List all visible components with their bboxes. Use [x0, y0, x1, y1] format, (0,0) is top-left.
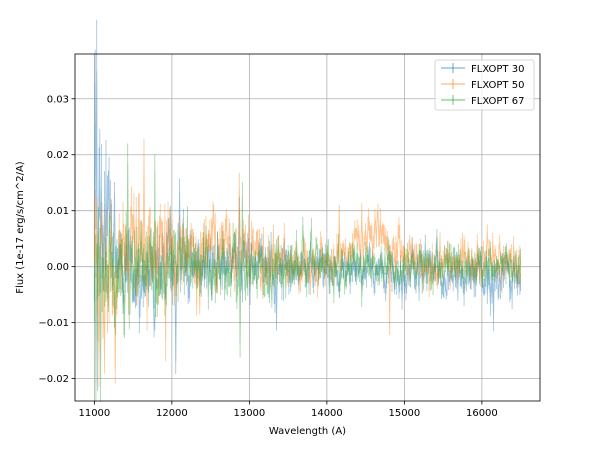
legend-item-1: FLXOPT 30: [441, 63, 524, 75]
x-tick-label: 14000: [311, 408, 343, 419]
x-tick-label: 15000: [388, 408, 420, 419]
errorbars: [93, 19, 522, 391]
y-tick-label: −0.02: [38, 374, 69, 385]
spectrum-line: [93, 70, 522, 362]
y-tick-label: −0.01: [38, 318, 69, 329]
x-tick-label: 13000: [233, 408, 265, 419]
series-layer: [93, 19, 522, 402]
y-tick-label: 0.03: [47, 94, 69, 105]
x-tick-label: 16000: [466, 408, 498, 419]
series-flxopt-30: [93, 19, 522, 391]
y-tick-label: 0.02: [47, 150, 69, 161]
errorbars: [93, 143, 522, 402]
legend-label-flxopt-67: FLXOPT 67: [471, 96, 524, 107]
y-tick-label: 0.00: [47, 262, 69, 273]
series-flxopt-67: [93, 143, 522, 402]
legend-item-2: FLXOPT 50: [441, 79, 524, 91]
series-flxopt-50: [93, 138, 522, 387]
ticks: 11000 12000 13000 14000 15000 16000 −0.02 −0.01…: [38, 94, 497, 419]
spectrum-line: [93, 163, 522, 385]
plot-frame: [74, 53, 541, 402]
y-axis-label: Flux (1e-17 erg/s/cm^2/A): [15, 161, 26, 293]
legend-item-3: FLXOPT 67: [441, 95, 524, 107]
x-axis-label: Wavelength (A): [269, 426, 346, 437]
y-tick-label: 0.01: [47, 206, 69, 217]
errorbars: [93, 138, 522, 387]
legend-label-flxopt-50: FLXOPT 50: [471, 80, 524, 91]
legend: FLXOPT 30 FLXOPT 50 FLXOPT 67: [434, 59, 535, 111]
spectrum-line: [93, 154, 522, 371]
legend-label-flxopt-30: FLXOPT 30: [471, 64, 524, 75]
x-tick-label: 11000: [78, 408, 110, 419]
legend-box: [434, 59, 535, 111]
x-tick-label: 12000: [156, 408, 188, 419]
grid: [75, 54, 540, 401]
